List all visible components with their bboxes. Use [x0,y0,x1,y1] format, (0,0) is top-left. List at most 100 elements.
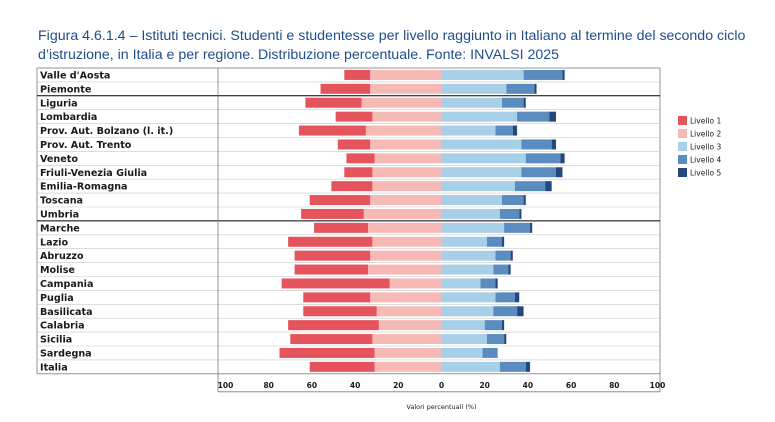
bar-livello-5 [501,320,505,331]
bar-livello-2 [365,125,442,136]
bar-livello-2 [372,111,442,122]
bar-livello-5 [512,125,518,136]
legend-label: Livello 5 [690,169,721,178]
bar-livello-5 [545,181,552,192]
category-label: Lazio [40,237,68,248]
bar-livello-4 [523,69,563,80]
bar-livello-5 [519,208,522,219]
bar-livello-1 [309,361,375,372]
bar-livello-1 [344,69,371,80]
category-label: Molise [40,265,75,276]
bar-livello-5 [510,250,513,261]
bar-livello-1 [320,83,371,94]
bar-livello-3 [441,306,494,317]
bar-livello-2 [374,347,442,358]
bar-livello-2 [370,83,442,94]
x-tick-label: 0 [439,381,444,390]
category-label: Friuli-Venezia Giulia [40,168,147,179]
bar-livello-1 [309,195,371,206]
bars-layer [279,69,565,372]
bar-livello-1 [344,167,373,178]
bar-livello-5 [534,83,537,94]
category-label: Liguria [40,98,78,109]
bar-livello-2 [370,292,442,303]
x-tick-label: 100 [218,381,234,390]
bar-livello-5 [551,139,556,150]
bar-livello-4 [504,222,531,233]
x-tick-labels: 100 80 60 40 20 0 20 40 60 80 100 [218,381,666,390]
bar-livello-5 [508,264,511,275]
chart-title: Figura 4.6.1.4 – Istituti tecnici. Stude… [38,28,746,63]
category-label: Prov. Aut. Trento [40,140,132,151]
bar-livello-4 [482,347,498,358]
bar-livello-3 [441,195,502,206]
legend-label: Livello 4 [690,156,721,165]
x-axis-label: Valori percentuali (%) [406,403,476,411]
category-label: Puglia [40,293,74,304]
bar-livello-3 [441,278,481,289]
bar-livello-4 [495,250,511,261]
bar-livello-1 [314,222,369,233]
category-label: Italia [40,362,68,373]
bar-livello-5 [495,278,498,289]
bar-livello-3 [441,222,505,233]
category-label: Basilicata [40,307,93,318]
bar-livello-4 [493,306,518,317]
bar-livello-5 [523,195,526,206]
bar-livello-4 [525,153,561,164]
bar-livello-1 [305,97,362,108]
bar-livello-3 [441,361,500,372]
x-tick-label: 40 [350,381,360,390]
bar-livello-3 [441,125,496,136]
bar-livello-3 [441,111,518,122]
bar-livello-1 [288,236,373,247]
bar-livello-4 [480,278,496,289]
x-tick-label: 60 [566,381,576,390]
bar-livello-5 [530,222,533,233]
bar-livello-1 [279,347,375,358]
category-label: Campania [40,279,93,290]
category-label: Emilia-Romagna [40,182,128,193]
bar-livello-4 [484,320,502,331]
bar-livello-3 [441,167,522,178]
bar-livello-3 [441,208,500,219]
bar-livello-1 [301,208,364,219]
x-tick-label: 80 [263,381,273,390]
bar-livello-2 [370,195,442,206]
legend-swatch [678,168,687,177]
bar-livello-2 [372,236,442,247]
bar-livello-1 [288,320,379,331]
category-label: Prov. Aut. Bolzano (l. it.) [40,126,173,137]
bar-livello-2 [389,278,442,289]
bar-livello-4 [506,83,535,94]
bar-livello-1 [294,250,371,261]
bar-livello-1 [335,111,373,122]
bar-livello-3 [441,320,485,331]
category-label: Piemonte [40,84,92,95]
bar-livello-2 [370,69,442,80]
x-tick-label: 100 [650,381,666,390]
bar-livello-3 [441,250,496,261]
x-tick-label: 20 [479,381,489,390]
category-label: Sicilia [40,335,72,346]
bar-livello-2 [363,208,442,219]
bar-livello-3 [441,334,487,345]
bar-livello-4 [493,264,509,275]
bar-livello-3 [441,97,502,108]
bar-livello-5 [523,97,526,108]
bar-livello-2 [376,306,442,317]
bar-livello-4 [486,334,505,345]
bar-livello-3 [441,181,515,192]
category-label: Lombardia [40,112,97,123]
bar-livello-2 [368,222,442,233]
bar-livello-2 [372,181,442,192]
bar-livello-4 [495,292,515,303]
bar-livello-2 [374,153,442,164]
bar-livello-3 [441,236,487,247]
category-label: Calabria [40,321,85,332]
bar-livello-4 [501,97,524,108]
bar-livello-5 [517,306,524,317]
legend-swatch [678,142,687,151]
bar-livello-5 [562,69,565,80]
bar-livello-1 [290,334,373,345]
